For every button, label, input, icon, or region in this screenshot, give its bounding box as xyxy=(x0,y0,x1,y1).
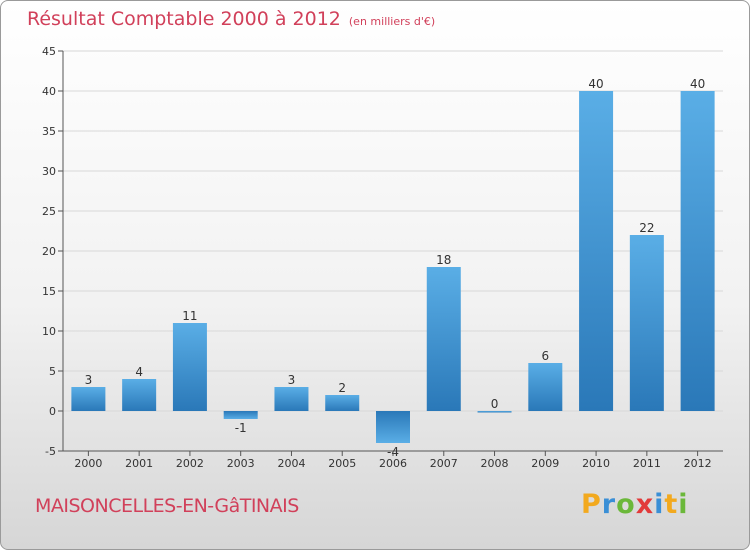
bar xyxy=(579,91,614,411)
y-tick-label: 45 xyxy=(42,45,56,58)
bar xyxy=(71,387,106,411)
logo-letter: t xyxy=(664,489,679,520)
y-tick-label: 0 xyxy=(49,405,56,418)
bar xyxy=(477,411,512,413)
y-tick-label: 40 xyxy=(42,85,56,98)
x-tick-label: 2011 xyxy=(633,457,661,470)
data-label: 6 xyxy=(541,349,549,363)
bar xyxy=(122,379,157,411)
data-label: 11 xyxy=(182,309,197,323)
bar xyxy=(426,267,461,411)
y-tick-label: 25 xyxy=(42,205,56,218)
y-tick-label: 15 xyxy=(42,285,56,298)
x-tick-label: 2005 xyxy=(328,457,356,470)
y-tick-label: 20 xyxy=(42,245,56,258)
logo-letter: x xyxy=(635,489,655,520)
y-tick-label: 30 xyxy=(42,165,56,178)
y-tick-label: 35 xyxy=(42,125,56,138)
logo-letter: P xyxy=(581,489,602,520)
data-label: 2 xyxy=(338,381,346,395)
y-tick-label: 5 xyxy=(49,365,56,378)
logo-letter: r xyxy=(601,489,617,520)
bar xyxy=(172,323,207,411)
logo-letter: o xyxy=(616,489,636,520)
x-tick-label: 2001 xyxy=(125,457,153,470)
data-label: 3 xyxy=(288,373,296,387)
logo-letter: i xyxy=(654,489,665,520)
bar xyxy=(223,411,258,419)
bar xyxy=(325,395,360,411)
bar xyxy=(528,363,563,411)
x-tick-label: 2008 xyxy=(481,457,509,470)
data-label: 22 xyxy=(639,221,654,235)
x-tick-label: 2006 xyxy=(379,457,407,470)
data-label: 18 xyxy=(436,253,451,267)
x-tick-label: 2010 xyxy=(582,457,610,470)
chart-title: Résultat Comptable 2000 à 2012 (en millie… xyxy=(27,8,435,30)
data-label: 4 xyxy=(135,365,143,379)
x-tick-label: 2009 xyxy=(531,457,559,470)
data-label: 40 xyxy=(690,77,705,91)
x-tick-label: 2007 xyxy=(430,457,458,470)
data-label: 40 xyxy=(588,77,603,91)
logo-letter: i xyxy=(678,489,689,520)
bar xyxy=(629,235,664,411)
x-tick-label: 2003 xyxy=(227,457,255,470)
data-label: 3 xyxy=(85,373,93,387)
x-tick-label: 2004 xyxy=(277,457,305,470)
x-tick-label: 2000 xyxy=(74,457,102,470)
bar xyxy=(376,411,410,443)
data-label: 0 xyxy=(491,397,499,411)
bar xyxy=(680,91,715,411)
x-tick-label: 2002 xyxy=(176,457,204,470)
data-label: -1 xyxy=(235,421,247,435)
chart-title-text: Résultat Comptable 2000 à 2012 xyxy=(27,8,341,30)
commune-name: MAISONCELLES-EN-GâTINAIS xyxy=(35,495,299,517)
bar xyxy=(274,387,309,411)
proxiti-logo: Proxiti xyxy=(581,489,689,520)
y-tick-label: -5 xyxy=(45,445,56,458)
chart-subtitle: (en milliers d'€) xyxy=(348,15,436,28)
x-tick-label: 2012 xyxy=(684,457,712,470)
y-tick-label: 10 xyxy=(42,325,56,338)
